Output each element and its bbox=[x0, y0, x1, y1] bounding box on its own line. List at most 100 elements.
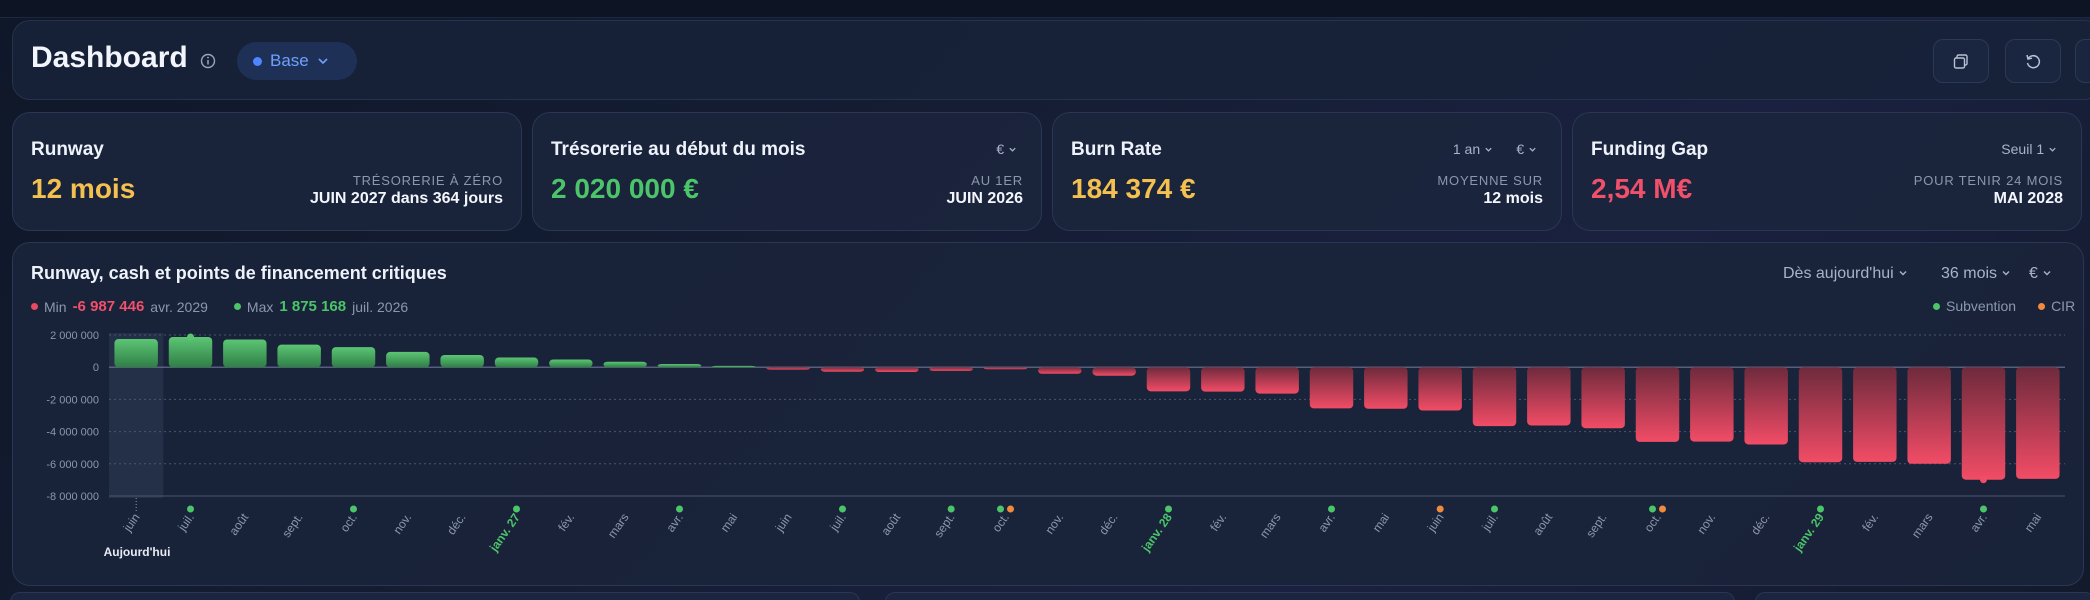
x-tick-label: avr. bbox=[663, 511, 686, 535]
bar-32[interactable] bbox=[1853, 367, 1897, 462]
bar-31[interactable] bbox=[1798, 367, 1843, 463]
bar-26[interactable] bbox=[1527, 367, 1571, 426]
subvention-marker[interactable] bbox=[1817, 505, 1824, 513]
scenario-dot-icon bbox=[253, 56, 262, 66]
bar-19[interactable] bbox=[1146, 367, 1191, 392]
subvention-marker[interactable] bbox=[350, 505, 357, 513]
burn-currency-select[interactable]: € bbox=[1516, 141, 1537, 157]
more-button[interactable] bbox=[2075, 39, 2090, 83]
bar-24[interactable] bbox=[1418, 367, 1462, 411]
funding-gap-card: Funding Gap Seuil 1 2,54 M€ POUR TENIR 2… bbox=[1572, 112, 2082, 231]
burn-rate-card: Burn Rate 1 an € 184 374 € MOYENNE SUR 1… bbox=[1052, 112, 1562, 231]
bar-30[interactable] bbox=[1744, 367, 1788, 445]
x-tick-label: mars bbox=[1257, 511, 1284, 541]
scenario-selector[interactable]: Base bbox=[237, 42, 357, 80]
bar-29[interactable] bbox=[1690, 367, 1734, 442]
runway-card: Runway 12 mois TRÉSORERIE À ZÉRO JUIN 20… bbox=[12, 112, 522, 231]
bar-17[interactable] bbox=[1038, 367, 1082, 374]
chart-currency-select[interactable]: € bbox=[2029, 265, 2052, 283]
subvention-marker[interactable] bbox=[839, 505, 846, 513]
bar-20[interactable] bbox=[1201, 367, 1245, 392]
info-icon[interactable] bbox=[199, 52, 217, 70]
burn-period-select[interactable]: 1 an bbox=[1453, 141, 1493, 157]
bar-5[interactable] bbox=[386, 351, 430, 368]
subvention-marker[interactable] bbox=[947, 505, 955, 513]
bar-3[interactable] bbox=[277, 344, 321, 368]
threshold-label: Seuil 1 bbox=[2001, 141, 2045, 157]
burn-rate-sub-label: MOYENNE SUR bbox=[1437, 173, 1543, 188]
cir-marker[interactable] bbox=[1007, 505, 1014, 513]
cir-dot-icon bbox=[2038, 302, 2046, 310]
bar-25[interactable] bbox=[1472, 367, 1517, 427]
legend-cir: CIR bbox=[2051, 298, 2076, 314]
bar-1[interactable] bbox=[168, 337, 213, 368]
bar-16[interactable] bbox=[983, 367, 1028, 370]
max-date: juil. 2026 bbox=[352, 298, 409, 315]
chevron-down-icon bbox=[2002, 271, 2010, 276]
bar-8[interactable] bbox=[549, 359, 593, 368]
bottom-card-3 bbox=[1755, 592, 2090, 600]
bar-12[interactable] bbox=[766, 367, 810, 370]
burn-currency-label: € bbox=[1516, 141, 1525, 157]
bar-28[interactable] bbox=[1635, 367, 1680, 442]
subvention-marker[interactable] bbox=[1328, 505, 1335, 513]
max-label: Max bbox=[246, 298, 274, 315]
bar-33[interactable] bbox=[1907, 367, 1951, 464]
treasury-value: 2 020 000 € bbox=[551, 173, 699, 204]
bar-15[interactable] bbox=[929, 367, 973, 371]
cir-marker[interactable] bbox=[1659, 505, 1666, 513]
copy-icon bbox=[1953, 54, 1968, 69]
subvention-marker[interactable] bbox=[1980, 505, 1987, 513]
funding-gap-sub-label: POUR TENIR 24 MOIS bbox=[1913, 173, 2063, 188]
bar-2[interactable] bbox=[223, 339, 267, 368]
today-label: Aujourd'hui bbox=[104, 545, 171, 559]
subvention-marker[interactable] bbox=[1491, 505, 1498, 513]
bar-34[interactable] bbox=[1961, 367, 2006, 480]
bar-0[interactable] bbox=[114, 339, 158, 368]
subvention-marker[interactable] bbox=[513, 505, 520, 513]
x-tick-label: oct. bbox=[989, 511, 1012, 535]
chevron-down-icon bbox=[1485, 147, 1492, 152]
min-point-marker bbox=[1980, 476, 1987, 484]
x-tick-label: janv. 29 bbox=[1790, 510, 1827, 554]
top-bar bbox=[0, 0, 2090, 18]
bar-27[interactable] bbox=[1581, 367, 1625, 429]
bar-13[interactable] bbox=[820, 367, 865, 372]
bar-23[interactable] bbox=[1364, 367, 1408, 409]
threshold-select[interactable]: Seuil 1 bbox=[2001, 141, 2057, 157]
subvention-marker[interactable] bbox=[676, 505, 683, 513]
y-tick-label: -2 000 000 bbox=[46, 394, 99, 406]
subvention-marker[interactable] bbox=[1165, 505, 1172, 513]
treasury-sub: AU 1ER JUIN 2026 bbox=[947, 173, 1024, 208]
treasury-card: Trésorerie au début du mois € 2 020 000 … bbox=[532, 112, 1042, 231]
treasury-currency-select[interactable]: € bbox=[996, 141, 1017, 157]
max-point-marker bbox=[187, 333, 194, 341]
x-tick-label: nov. bbox=[390, 511, 414, 537]
range-select[interactable]: 36 mois bbox=[1941, 265, 2011, 283]
bar-11[interactable] bbox=[712, 365, 756, 368]
bar-4[interactable] bbox=[331, 347, 376, 368]
bar-14[interactable] bbox=[875, 367, 919, 373]
funding-gap-sub-value: MAI 2028 bbox=[1993, 190, 2063, 207]
bar-10[interactable] bbox=[657, 363, 702, 368]
burn-rate-sub: MOYENNE SUR 12 mois bbox=[1437, 173, 1543, 208]
bar-6[interactable] bbox=[440, 354, 484, 368]
bar-22[interactable] bbox=[1309, 367, 1354, 409]
min-label: Min bbox=[44, 298, 67, 315]
bar-7[interactable] bbox=[494, 357, 539, 368]
x-tick-label: juil. bbox=[827, 511, 849, 535]
duplicate-button[interactable] bbox=[1933, 39, 1989, 83]
x-tick-label: fév. bbox=[1859, 511, 1881, 534]
bar-9[interactable] bbox=[603, 361, 647, 368]
subvention-marker[interactable] bbox=[187, 505, 194, 513]
start-select[interactable]: Dès aujourd'hui bbox=[1783, 265, 1908, 283]
bar-21[interactable] bbox=[1255, 367, 1299, 394]
subvention-marker[interactable] bbox=[1649, 505, 1656, 513]
subvention-marker[interactable] bbox=[997, 505, 1004, 513]
bar-35[interactable] bbox=[2016, 367, 2060, 479]
x-tick-label: août bbox=[1530, 510, 1555, 538]
dashboard-header: Dashboard Base bbox=[12, 20, 2090, 100]
reset-button[interactable] bbox=[2005, 39, 2061, 83]
bar-18[interactable] bbox=[1092, 367, 1136, 376]
cir-marker[interactable] bbox=[1436, 505, 1444, 513]
